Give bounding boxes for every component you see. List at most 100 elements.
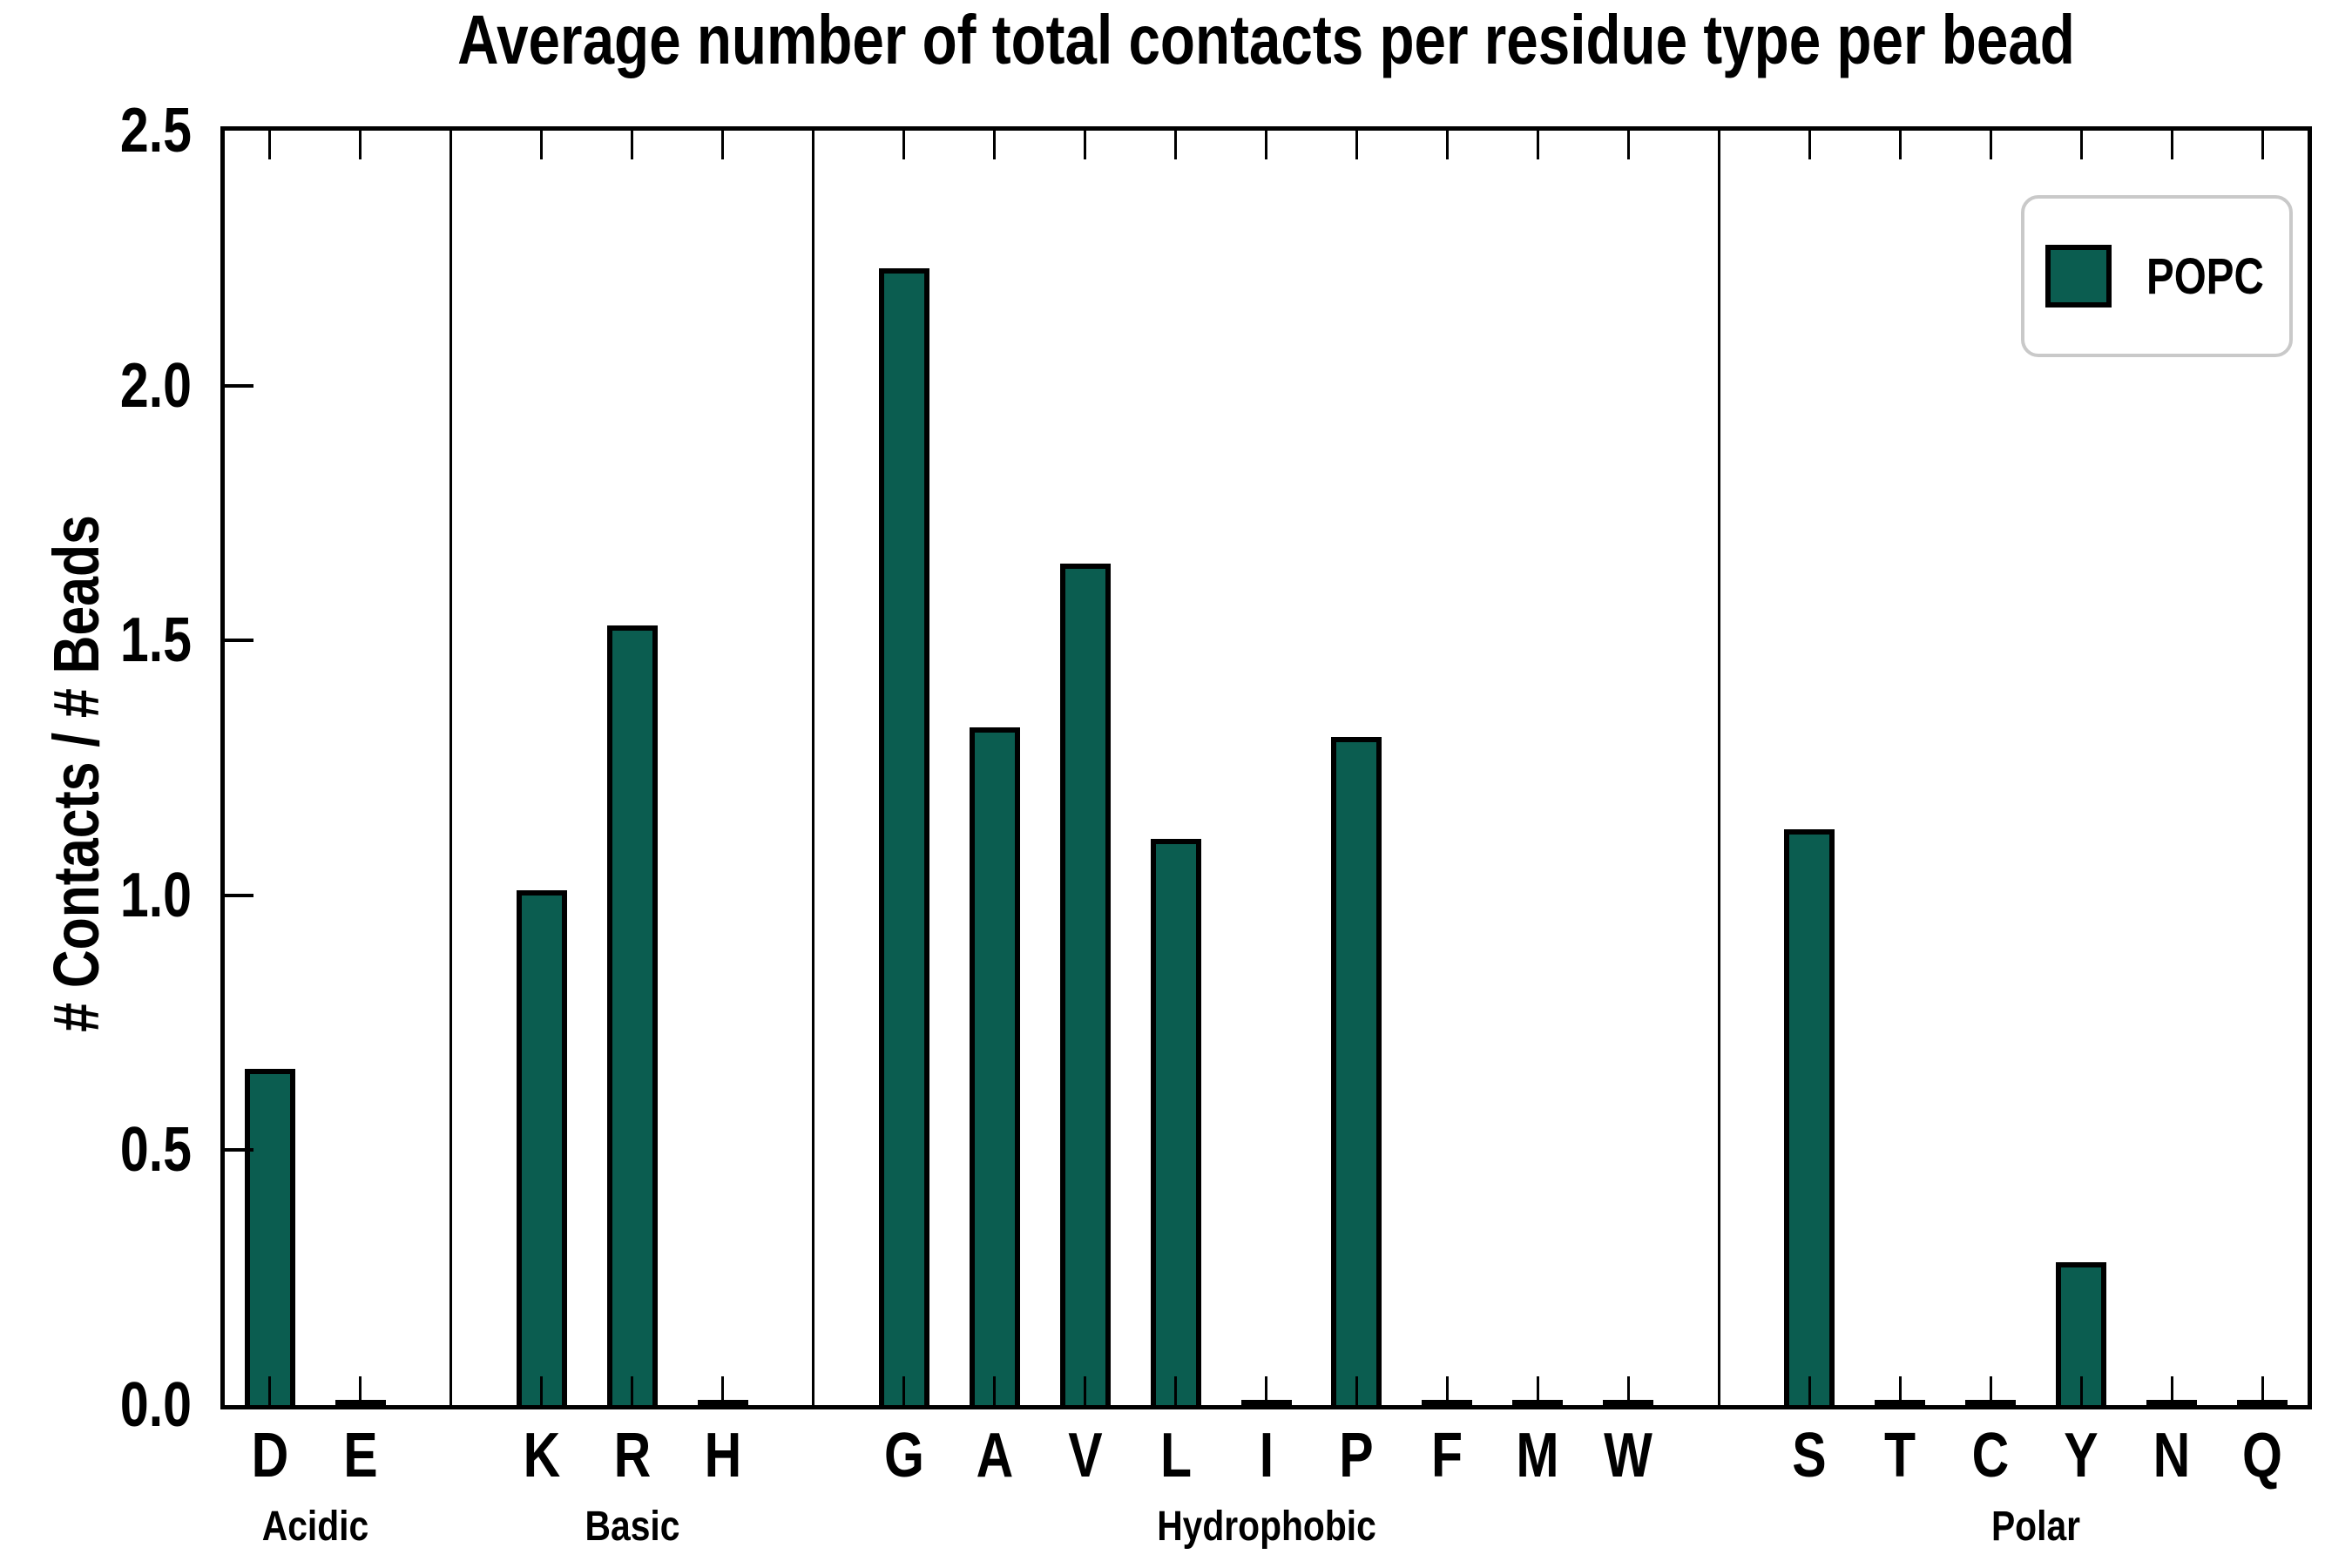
x-tick-label-L: L bbox=[1159, 1421, 1192, 1490]
x-tick bbox=[2170, 1376, 2173, 1405]
group-divider bbox=[1717, 131, 1720, 1405]
x-tick bbox=[1265, 1376, 1267, 1405]
bar-fill-A bbox=[974, 732, 1015, 1405]
y-tick bbox=[225, 383, 253, 388]
x-tick bbox=[631, 1376, 634, 1405]
group-label-acidic: Acidic bbox=[261, 1504, 369, 1550]
bar-A bbox=[969, 727, 1020, 1405]
x-tick bbox=[1084, 1376, 1087, 1405]
bar-L bbox=[1150, 839, 1201, 1405]
x-tick bbox=[1536, 131, 1539, 159]
x-tick bbox=[2170, 131, 2173, 159]
bar-V bbox=[1059, 564, 1111, 1405]
y-tick-label: 1.0 bbox=[119, 860, 192, 930]
bar-fill-K bbox=[521, 895, 562, 1405]
x-tick-label-K: K bbox=[523, 1421, 561, 1490]
group-label-polar: Polar bbox=[1991, 1504, 2081, 1550]
x-tick bbox=[1898, 131, 1902, 159]
x-tick-label-M: M bbox=[1516, 1421, 1559, 1490]
bar-K bbox=[516, 889, 567, 1405]
x-tick bbox=[1536, 1376, 1539, 1405]
y-tick bbox=[225, 639, 253, 643]
x-tick bbox=[268, 131, 272, 159]
x-tick bbox=[1808, 1376, 1811, 1405]
bar-fill-R bbox=[612, 630, 652, 1405]
x-tick bbox=[2079, 1376, 2083, 1405]
x-tick bbox=[1174, 1376, 1178, 1405]
x-tick bbox=[1808, 131, 1811, 159]
x-tick-label-P: P bbox=[1339, 1421, 1375, 1490]
group-divider bbox=[812, 131, 815, 1405]
x-tick-label-I: I bbox=[1259, 1421, 1274, 1490]
x-tick-label-S: S bbox=[1792, 1421, 1827, 1490]
x-tick bbox=[268, 1376, 272, 1405]
x-tick-label-Y: Y bbox=[2064, 1421, 2099, 1490]
x-tick-label-D: D bbox=[251, 1421, 289, 1490]
x-tick bbox=[359, 131, 362, 159]
x-tick bbox=[1265, 131, 1267, 159]
x-tick bbox=[1989, 1376, 1992, 1405]
x-tick bbox=[993, 131, 997, 159]
legend-swatch bbox=[2045, 245, 2112, 308]
x-tick bbox=[1355, 131, 1358, 159]
legend: POPC bbox=[2021, 195, 2293, 357]
x-tick-label-V: V bbox=[1067, 1421, 1103, 1490]
plot-area bbox=[220, 126, 2312, 1409]
x-tick-label-N: N bbox=[2153, 1421, 2191, 1490]
x-tick bbox=[540, 131, 544, 159]
x-tick-label-R: R bbox=[613, 1421, 652, 1490]
bar-S bbox=[1784, 828, 1835, 1405]
x-tick bbox=[993, 1376, 997, 1405]
bar-fill-V bbox=[1064, 569, 1105, 1405]
x-tick bbox=[1174, 131, 1178, 159]
x-tick-label-E: E bbox=[343, 1421, 378, 1490]
x-tick bbox=[2261, 1376, 2264, 1405]
y-tick-label: 2.0 bbox=[119, 350, 192, 421]
x-tick-label-H: H bbox=[704, 1421, 742, 1490]
x-tick bbox=[1445, 131, 1449, 159]
y-tick bbox=[225, 893, 253, 897]
y-tick bbox=[225, 1148, 253, 1152]
bar-fill-G bbox=[883, 274, 924, 1405]
group-divider bbox=[449, 131, 453, 1405]
x-tick bbox=[721, 1376, 725, 1405]
bar-R bbox=[606, 625, 658, 1405]
bar-G bbox=[878, 268, 929, 1405]
y-tick-label: 1.5 bbox=[119, 605, 192, 676]
x-tick bbox=[1989, 131, 1992, 159]
x-tick bbox=[2079, 131, 2083, 159]
x-tick bbox=[631, 131, 634, 159]
x-tick-label-Q: Q bbox=[2242, 1421, 2282, 1490]
bar-fill-D bbox=[249, 1073, 290, 1405]
x-tick-label-A: A bbox=[976, 1421, 1013, 1490]
x-tick bbox=[1355, 1376, 1358, 1405]
x-tick-label-C: C bbox=[1971, 1421, 2010, 1490]
x-tick-label-F: F bbox=[1431, 1421, 1463, 1490]
x-tick bbox=[1626, 131, 1630, 159]
bar-D bbox=[244, 1068, 295, 1405]
x-tick bbox=[721, 131, 725, 159]
bar-fill-L bbox=[1155, 844, 1196, 1405]
x-tick bbox=[2261, 131, 2264, 159]
x-tick-label-T: T bbox=[1884, 1421, 1916, 1490]
legend-label: POPC bbox=[2146, 247, 2264, 305]
x-tick bbox=[1084, 131, 1087, 159]
bar-fill-S bbox=[1789, 834, 1830, 1405]
y-axis-label: # Contacts / # Beads bbox=[40, 515, 112, 1032]
y-tick-label: 0.0 bbox=[119, 1370, 192, 1440]
bar-fill-P bbox=[1336, 742, 1377, 1405]
group-label-hydrophobic: Hydrophobic bbox=[1156, 1504, 1376, 1550]
x-tick bbox=[1898, 1376, 1902, 1405]
chart-title: Average number of total contacts per res… bbox=[457, 1, 2075, 78]
bar-P bbox=[1331, 737, 1382, 1405]
x-tick bbox=[359, 1376, 362, 1405]
x-tick bbox=[540, 1376, 544, 1405]
y-tick-label: 2.5 bbox=[119, 96, 192, 166]
x-tick bbox=[1445, 1376, 1449, 1405]
x-tick-label-G: G bbox=[883, 1421, 924, 1490]
y-tick-label: 0.5 bbox=[119, 1115, 192, 1186]
x-tick-label-W: W bbox=[1604, 1421, 1653, 1490]
x-tick bbox=[902, 131, 906, 159]
group-label-basic: Basic bbox=[585, 1504, 680, 1550]
